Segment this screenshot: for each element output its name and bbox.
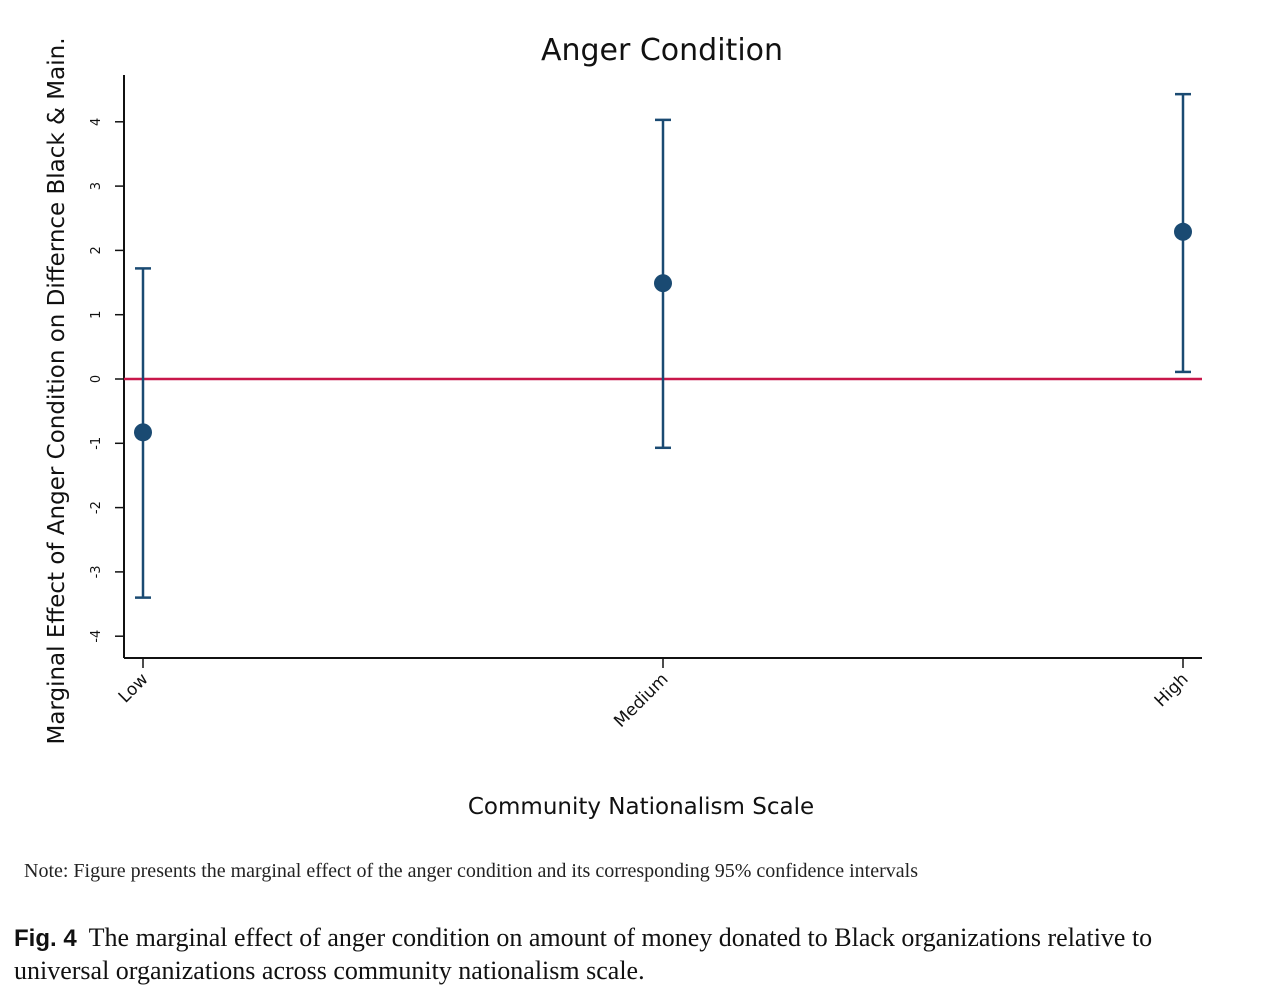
chart: Anger Condition Marginal Effect of Anger…	[44, 33, 1202, 820]
y-tick-label: 0	[89, 375, 104, 383]
point-estimate-low	[134, 423, 152, 442]
x-axis-title: Community Nationalism Scale	[468, 794, 814, 820]
y-tick-label: -1	[89, 437, 104, 450]
figure-caption: Fig. 4 The marginal effect of anger condi…	[14, 922, 1244, 987]
plot-area: -4 -3 -2 -1 0 1 2 3 4 Low Medium High	[89, 75, 1202, 732]
y-tick-label: 1	[89, 311, 104, 319]
y-axis-title: Marginal Effect of Anger Condition on Di…	[44, 37, 70, 744]
y-tick-label: -3	[89, 565, 104, 578]
figure-label: Fig. 4	[14, 925, 77, 952]
y-tick-label: 3	[89, 182, 104, 190]
y-tick-label: -2	[89, 501, 104, 514]
x-tick-label-medium: Medium	[610, 669, 672, 731]
figure-note: Note: Figure presents the marginal effec…	[24, 860, 918, 882]
y-tick-label: -4	[89, 630, 104, 643]
x-tick-label-high: High	[1151, 669, 1193, 711]
y-tick-label: 4	[89, 118, 104, 126]
x-tick-label-low: Low	[115, 669, 153, 707]
point-estimate-medium	[654, 274, 672, 293]
caption-text: The marginal effect of anger condition o…	[14, 923, 1153, 985]
y-tick-label: 2	[89, 246, 104, 254]
chart-title: Anger Condition	[541, 33, 783, 68]
point-estimate-high	[1174, 222, 1192, 241]
